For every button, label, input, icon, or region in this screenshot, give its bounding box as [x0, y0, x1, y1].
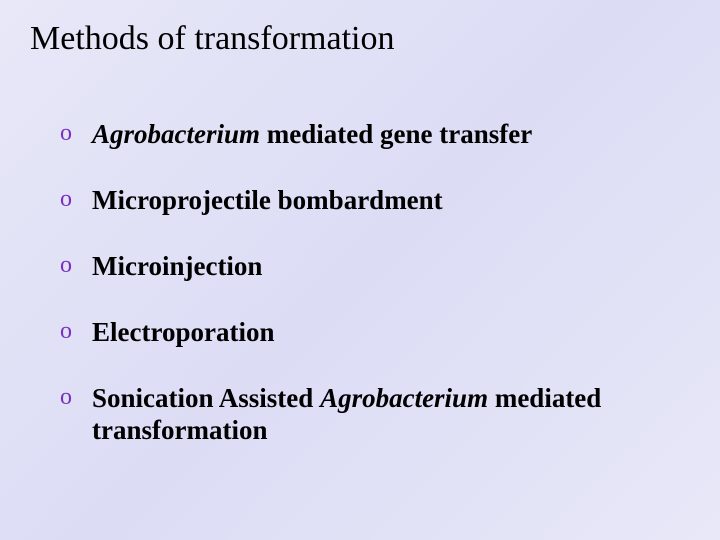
list-item: oSonication Assisted Agrobacterium media…: [60, 382, 690, 446]
list-item-text: Sonication Assisted Agrobacterium mediat…: [92, 382, 690, 446]
list-item-text: Electroporation: [92, 316, 690, 348]
list-item-text: Microprojectile bombardment: [92, 184, 690, 216]
bullet-icon: o: [60, 382, 92, 412]
bullet-icon: o: [60, 184, 92, 214]
list-item-text: Agrobacterium mediated gene transfer: [92, 118, 690, 150]
bullet-icon: o: [60, 250, 92, 280]
slide-title: Methods of transformation: [30, 20, 690, 58]
slide: Methods of transformation oAgrobacterium…: [0, 0, 720, 540]
bullet-icon: o: [60, 316, 92, 346]
list-item-text: Microinjection: [92, 250, 690, 282]
bullet-list: oAgrobacterium mediated gene transferoMi…: [30, 118, 690, 446]
list-item: oElectroporation: [60, 316, 690, 348]
list-item: oMicroinjection: [60, 250, 690, 282]
bullet-icon: o: [60, 118, 92, 148]
list-item: oAgrobacterium mediated gene transfer: [60, 118, 690, 150]
list-item: oMicroprojectile bombardment: [60, 184, 690, 216]
